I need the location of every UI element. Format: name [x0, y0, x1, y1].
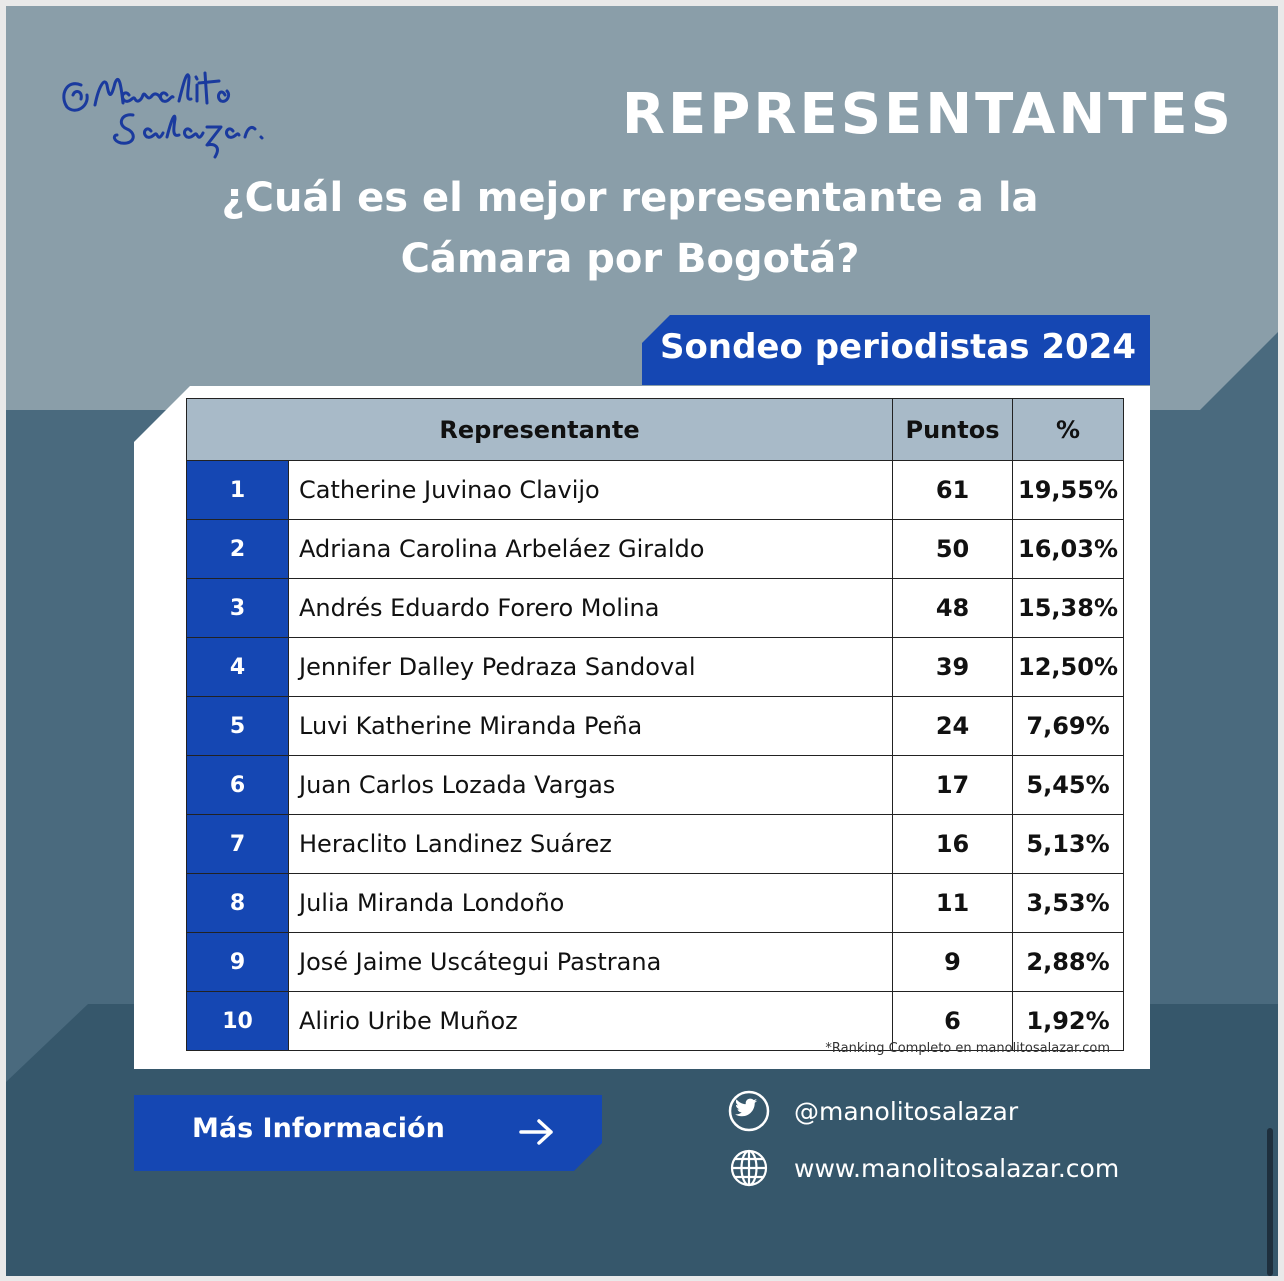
more-info-button[interactable]: Más Información	[134, 1095, 602, 1171]
percent-value: 7,69%	[1012, 696, 1125, 756]
survey-tag-label: Sondeo periodistas 2024	[660, 327, 1136, 367]
rank-number: 6	[186, 755, 289, 815]
representative-name: Luvi Katherine Miranda Peña	[287, 696, 894, 756]
table-row: 10 Alirio Uribe Muñoz 6 1,92%	[186, 991, 1125, 1051]
page-title: REPRESENTANTES	[621, 82, 1234, 147]
points-value: 6	[892, 991, 1014, 1051]
twitter-icon	[728, 1090, 770, 1132]
rank-number: 2	[186, 519, 289, 579]
rank-number: 3	[186, 578, 289, 638]
representative-name: Jennifer Dalley Pedraza Sandoval	[287, 637, 894, 697]
percent-value: 19,55%	[1012, 460, 1125, 520]
points-value: 48	[892, 578, 1014, 638]
percent-value: 15,38%	[1012, 578, 1125, 638]
percent-value: 3,53%	[1012, 873, 1125, 933]
representative-name: Andrés Eduardo Forero Molina	[287, 578, 894, 638]
percent-value: 12,50%	[1012, 637, 1125, 697]
rank-number: 8	[186, 873, 289, 933]
percent-value: 1,92%	[1012, 991, 1125, 1051]
representative-name: Juan Carlos Lozada Vargas	[287, 755, 894, 815]
table-row: 9 José Jaime Uscátegui Pastrana 9 2,88%	[186, 932, 1125, 992]
table-row: 4 Jennifer Dalley Pedraza Sandoval 39 12…	[186, 637, 1125, 697]
points-value: 24	[892, 696, 1014, 756]
website-link[interactable]: www.manolitosalazar.com	[728, 1146, 1119, 1190]
percent-value: 5,13%	[1012, 814, 1125, 874]
percent-value: 2,88%	[1012, 932, 1125, 992]
points-value: 61	[892, 460, 1014, 520]
survey-tag: Sondeo periodistas 2024	[642, 315, 1150, 385]
rank-number: 4	[186, 637, 289, 697]
table-row: 3 Andrés Eduardo Forero Molina 48 15,38%	[186, 578, 1125, 638]
ranking-table: Representante Puntos % 1 Catherine Juvin…	[185, 398, 1125, 1051]
ranking-card: Representante Puntos % 1 Catherine Juvin…	[134, 386, 1150, 1069]
representative-name: Julia Miranda Londoño	[287, 873, 894, 933]
points-value: 9	[892, 932, 1014, 992]
points-value: 11	[892, 873, 1014, 933]
representative-name: Catherine Juvinao Clavijo	[287, 460, 894, 520]
table-row: 5 Luvi Katherine Miranda Peña 24 7,69%	[186, 696, 1125, 756]
points-value: 39	[892, 637, 1014, 697]
question-line-1: ¿Cuál es el mejor representante a la	[221, 175, 1039, 221]
column-header-percent: %	[1012, 398, 1125, 461]
table-row: 8 Julia Miranda Londoño 11 3,53%	[186, 873, 1125, 933]
rank-number: 1	[186, 460, 289, 520]
rank-number: 5	[186, 696, 289, 756]
percent-value: 5,45%	[1012, 755, 1125, 815]
rank-number: 9	[186, 932, 289, 992]
column-header-representante: Representante	[185, 398, 894, 461]
table-row: 2 Adriana Carolina Arbeláez Giraldo 50 1…	[186, 519, 1125, 579]
question-line-2: Cámara por Bogotá?	[400, 236, 860, 282]
twitter-handle: @manolitosalazar	[794, 1096, 1019, 1126]
table-row: 1 Catherine Juvinao Clavijo 61 19,55%	[186, 460, 1125, 520]
more-info-label: Más Información	[192, 1113, 445, 1144]
ranking-footnote: *Ranking Completo en manolitosalazar.com	[825, 1041, 1110, 1056]
points-value: 17	[892, 755, 1014, 815]
column-header-puntos: Puntos	[892, 398, 1014, 461]
rank-number: 10	[186, 991, 289, 1051]
signature-logo	[62, 71, 264, 159]
representative-name: Adriana Carolina Arbeláez Giraldo	[287, 519, 894, 579]
representative-name: José Jaime Uscátegui Pastrana	[287, 932, 894, 992]
representative-name: Alirio Uribe Muñoz	[287, 991, 894, 1051]
twitter-link[interactable]: @manolitosalazar	[728, 1089, 1018, 1133]
points-value: 50	[892, 519, 1014, 579]
table-header-row: Representante Puntos %	[185, 398, 1125, 461]
table-row: 6 Juan Carlos Lozada Vargas 17 5,45%	[186, 755, 1125, 815]
arrow-right-icon	[519, 1117, 555, 1147]
survey-question: ¿Cuál es el mejor representante a la Cám…	[130, 168, 1130, 290]
scrollbar[interactable]	[1267, 1128, 1273, 1276]
representative-name: Heraclito Landinez Suárez	[287, 814, 894, 874]
table-row: 7 Heraclito Landinez Suárez 16 5,13%	[186, 814, 1125, 874]
website-url: www.manolitosalazar.com	[794, 1153, 1120, 1183]
globe-icon	[728, 1147, 770, 1189]
percent-value: 16,03%	[1012, 519, 1125, 579]
rank-number: 7	[186, 814, 289, 874]
points-value: 16	[892, 814, 1014, 874]
